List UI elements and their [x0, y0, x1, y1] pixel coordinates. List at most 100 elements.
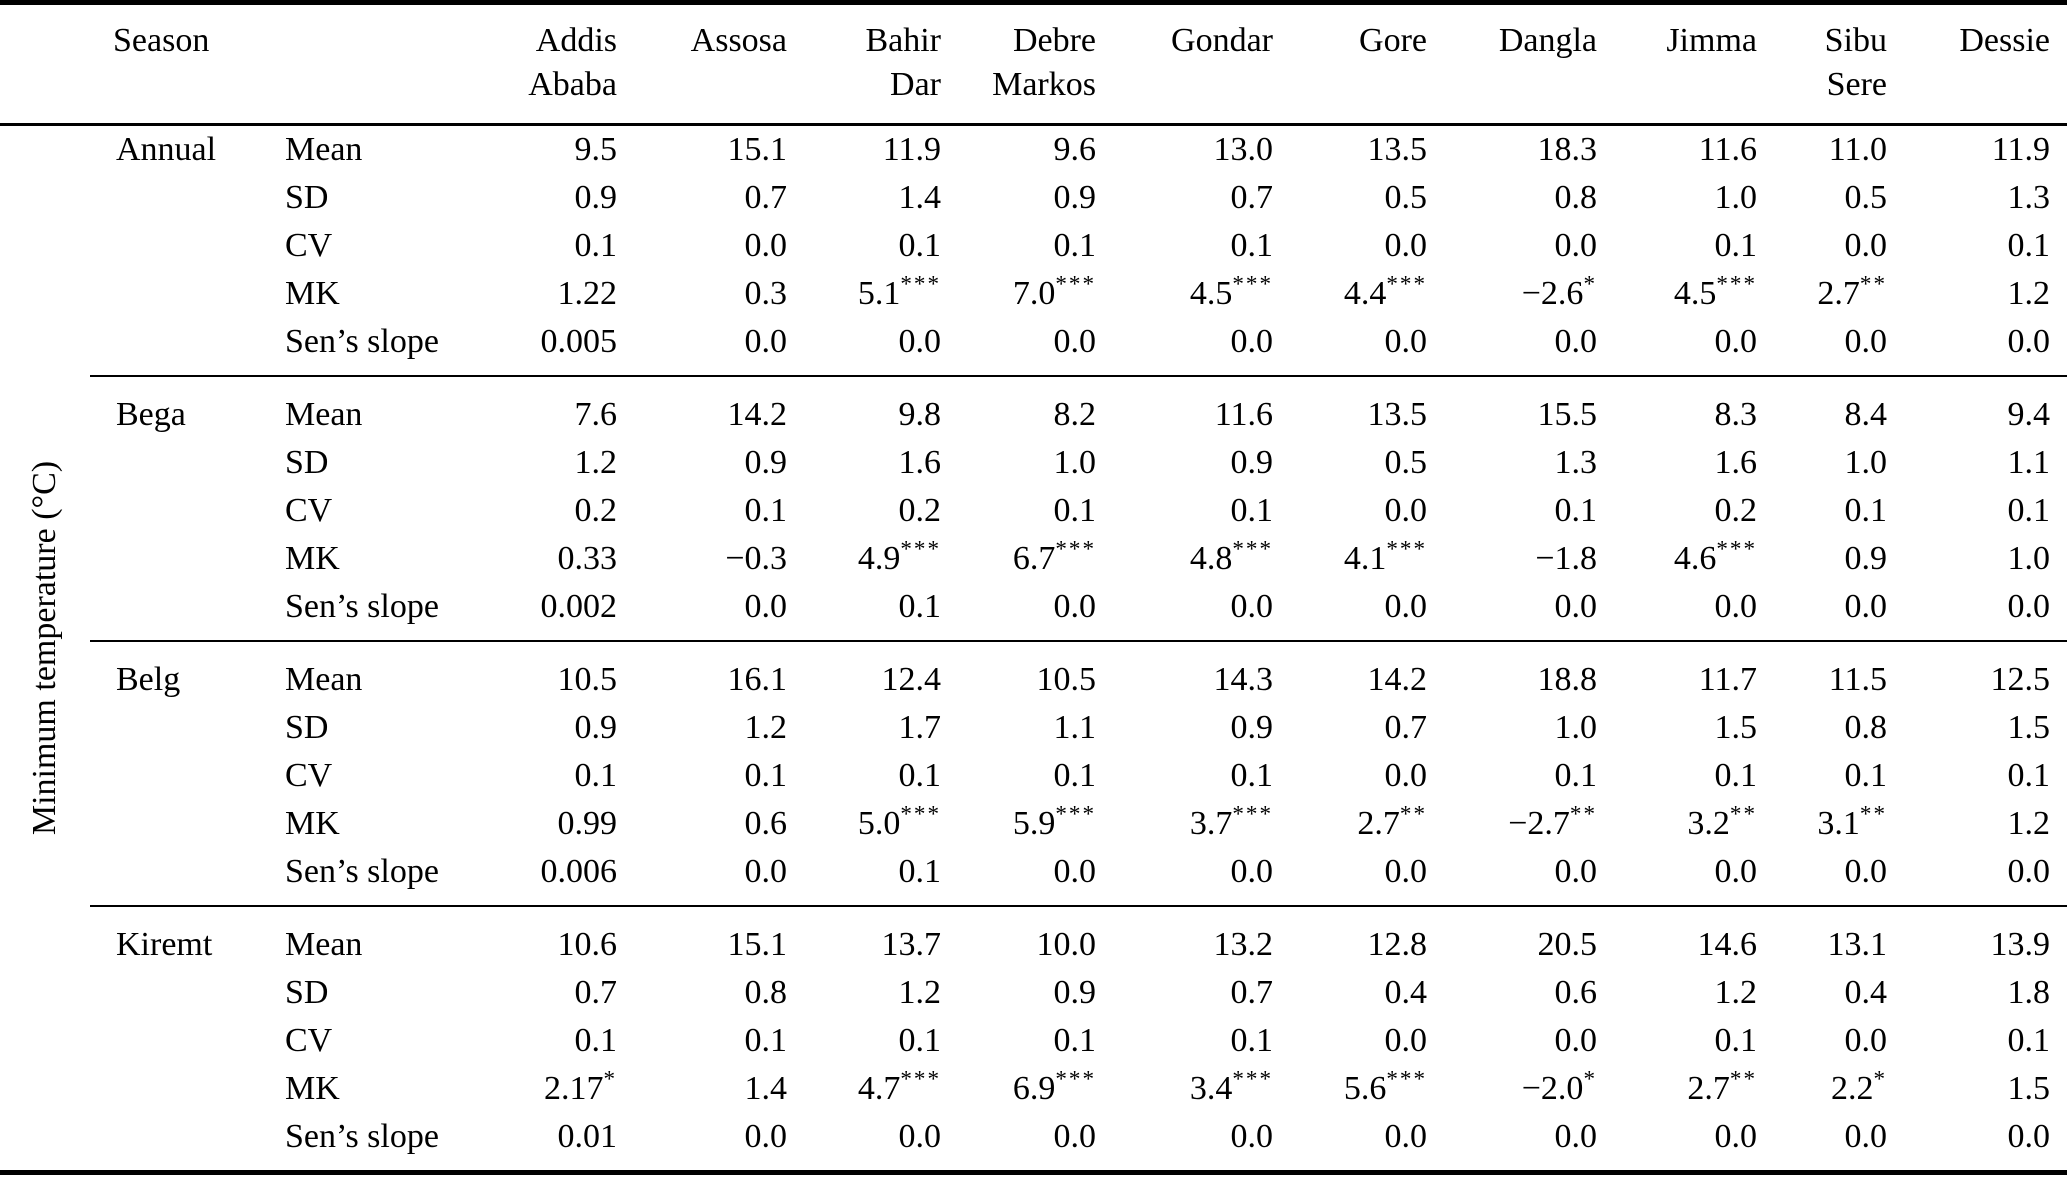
- stat-label-cell: SD: [285, 974, 329, 1011]
- value-cell: 16.1: [617, 640, 787, 704]
- value-cell: 0.1: [1053, 1022, 1097, 1059]
- value-cell: 4.4***: [1343, 271, 1427, 312]
- value-cell: 0.5: [1844, 179, 1888, 216]
- value-cell: 0.0: [1230, 1118, 1274, 1155]
- value-cell: 1.2: [2007, 275, 2051, 312]
- value-cell: 0.1: [1053, 757, 1097, 794]
- value-cell: 0.7: [744, 179, 788, 216]
- value-cell: 0.0: [1053, 853, 1097, 890]
- value-cell: 1.7: [898, 709, 942, 746]
- value-cell: 2.17*: [543, 1066, 617, 1107]
- significance-stars: ***: [900, 801, 941, 828]
- season-cell: [90, 487, 255, 535]
- value-cell: 18.8: [1427, 640, 1597, 704]
- stat-label-cell: Mean: [255, 375, 470, 439]
- value-cell: 0.7: [1384, 709, 1428, 746]
- value-cell: 0.0: [1230, 853, 1274, 890]
- value-cell: 3.2**: [1687, 801, 1757, 842]
- value-cell: 0.7: [1230, 974, 1274, 1011]
- value-cell: 0.1: [744, 757, 788, 794]
- value-cell: 1.2: [574, 444, 618, 481]
- value-cell: 0.1: [1230, 1022, 1274, 1059]
- value-cell: 0.0: [1844, 588, 1888, 625]
- significance-stars: *: [603, 1066, 617, 1093]
- value-cell: 0.9: [1844, 540, 1888, 577]
- season-cell: [90, 583, 255, 641]
- value-cell: 20.5: [1427, 905, 1597, 969]
- value-cell: 0.1: [1053, 227, 1097, 264]
- column-header-gore: Gore: [1273, 2, 1427, 126]
- value-cell: 0.1: [744, 492, 788, 529]
- value-cell: 15.5: [1427, 375, 1597, 439]
- value-cell: −2.7**: [1508, 801, 1597, 842]
- value-cell: 9.5: [574, 131, 618, 168]
- value-cell: 11.7: [1597, 640, 1757, 704]
- value-cell: 0.4: [1844, 974, 1888, 1011]
- value-cell: 0.1: [1053, 492, 1097, 529]
- stat-label-cell: CV: [285, 1022, 333, 1059]
- value-cell: 0.0: [2007, 853, 2051, 890]
- stat-label-cell: SD: [285, 444, 329, 481]
- value-cell: 0.1: [574, 227, 618, 264]
- stat-label-cell: CV: [285, 492, 333, 529]
- value-cell: 1.0: [1053, 444, 1097, 481]
- value-cell: 0.1: [1554, 757, 1598, 794]
- significance-stars: **: [1569, 801, 1597, 828]
- significance-stars: ***: [900, 1066, 941, 1093]
- value-cell: 0.6: [1554, 974, 1598, 1011]
- stat-label-cell: MK: [285, 1070, 340, 1107]
- value-cell: 5.0***: [857, 801, 941, 842]
- table-row-kiremt-mean: Kiremt Mean 10.6 15.1 13.7 10.0 13.2 12.8 20.5 14…: [0, 905, 2067, 969]
- stat-label-cell: CV: [285, 227, 333, 264]
- value-cell: 9.6: [1053, 131, 1097, 168]
- value-cell: 0.0: [1714, 323, 1758, 360]
- value-cell: 0.0: [1554, 1118, 1598, 1155]
- significance-stars: ***: [1386, 271, 1427, 298]
- column-header-sibu-sere: Sibu Sere: [1757, 2, 1887, 126]
- significance-stars: ***: [1232, 1066, 1273, 1093]
- season-cell: [90, 704, 255, 752]
- value-cell: 0.0: [1384, 853, 1428, 890]
- value-cell: 0.0: [1554, 588, 1598, 625]
- value-cell: 1.5: [2007, 1070, 2051, 1107]
- value-cell: 1.5: [1714, 709, 1758, 746]
- value-cell: 0.9: [1230, 709, 1274, 746]
- column-header-debre-markos: Debre Markos: [941, 2, 1096, 126]
- value-cell: 8.4: [1757, 375, 1887, 439]
- value-cell: 0.0: [1053, 588, 1097, 625]
- value-cell: 0.5: [1384, 444, 1428, 481]
- value-cell: 0.1: [1554, 492, 1598, 529]
- value-cell: 0.005: [540, 323, 618, 360]
- season-cell: [90, 752, 255, 800]
- value-cell: 0.8: [744, 974, 788, 1011]
- table-header: Season Addis Ababa Assosa Bahir Dar Debre Ma…: [0, 2, 2067, 126]
- value-cell: 1.1: [2007, 444, 2051, 481]
- value-cell: 9.8: [787, 375, 941, 439]
- value-cell: 0.0: [1844, 227, 1888, 264]
- season-cell: [90, 848, 255, 906]
- stat-label-cell: Sen’s slope: [285, 853, 439, 890]
- value-cell: 10.5: [470, 640, 617, 704]
- significance-stars: ***: [1055, 801, 1096, 828]
- stat-label-cell: Sen’s slope: [285, 1118, 439, 1155]
- value-cell: 14.2: [617, 375, 787, 439]
- significance-stars: ***: [1716, 271, 1757, 298]
- value-cell: 0.0: [1053, 1118, 1097, 1155]
- value-cell: −2.6*: [1521, 271, 1597, 312]
- value-cell: 0.0: [1714, 588, 1758, 625]
- value-cell: 1.2: [1714, 974, 1758, 1011]
- value-cell: 0.0: [1384, 1118, 1428, 1155]
- significance-stars: **: [1729, 801, 1757, 828]
- value-cell: 0.1: [898, 757, 942, 794]
- value-cell: 0.1: [1714, 757, 1758, 794]
- table-row-bega-sd: SD 1.2 0.9 1.6 1.0 0.9 0.5 1.3 1.6 1.0 1.1: [0, 439, 2067, 487]
- value-cell: 0.1: [1230, 492, 1274, 529]
- value-cell: 0.0: [1844, 323, 1888, 360]
- value-cell: 0.0: [1714, 853, 1758, 890]
- value-cell: 4.5***: [1189, 271, 1273, 312]
- table-row-kiremt-sd: SD 0.7 0.8 1.2 0.9 0.7 0.4 0.6 1.2 0.4 1.8: [0, 969, 2067, 1017]
- value-cell: 6.9***: [1012, 1066, 1096, 1107]
- value-cell: 0.0: [1384, 757, 1428, 794]
- significance-stars: ***: [1716, 536, 1757, 563]
- value-cell: 3.4***: [1189, 1066, 1273, 1107]
